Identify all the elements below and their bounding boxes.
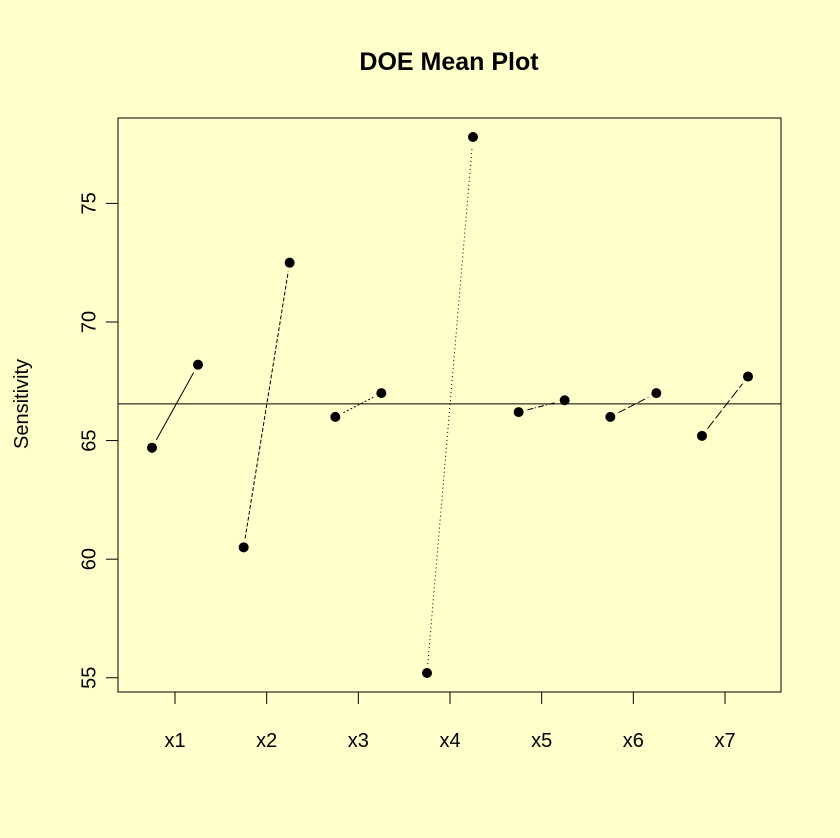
high-level-point <box>559 395 570 406</box>
low-level-point <box>330 411 341 422</box>
high-level-point <box>284 257 295 268</box>
factor-connector-line <box>527 402 557 411</box>
factor-connector-line <box>427 145 473 665</box>
x-tick-label: x5 <box>531 730 552 752</box>
low-level-point <box>238 542 249 553</box>
x-tick-label: x2 <box>256 730 277 752</box>
high-level-point <box>193 359 203 370</box>
x-tick-label: x3 <box>348 730 369 752</box>
chart-title: DOE Mean Plot <box>359 48 539 76</box>
factor-connector-line <box>618 396 649 414</box>
high-level-point <box>468 131 478 142</box>
low-level-point <box>147 442 157 453</box>
factor-connector-line <box>244 271 289 539</box>
y-axis-label: Sensitivity <box>11 359 33 449</box>
factor-connector-line <box>343 396 374 414</box>
y-tick-label: 60 <box>78 548 100 570</box>
high-level-point <box>651 388 662 399</box>
factor-connector-line <box>155 372 195 441</box>
plot-area-frame <box>117 117 782 693</box>
high-level-point <box>743 371 753 382</box>
high-level-point <box>376 388 387 399</box>
y-tick-label: 65 <box>78 429 100 451</box>
x-tick-label: x1 <box>164 730 185 752</box>
x-tick-label: x7 <box>714 730 735 752</box>
y-tick-label: 55 <box>78 667 100 689</box>
x-tick-label: x6 <box>623 730 644 752</box>
factor-connector-line <box>707 383 743 430</box>
x-tick-label: x4 <box>439 730 460 752</box>
low-level-point <box>605 411 616 422</box>
low-level-point <box>513 407 524 418</box>
y-tick-label: 75 <box>78 192 100 214</box>
marks-layer: 55 60 65 70 75 x1 x2 x3 x4 x5 x6 x7 <box>78 131 781 752</box>
low-level-point <box>422 668 432 679</box>
y-tick-label: 70 <box>78 311 100 333</box>
low-level-point <box>697 430 707 441</box>
